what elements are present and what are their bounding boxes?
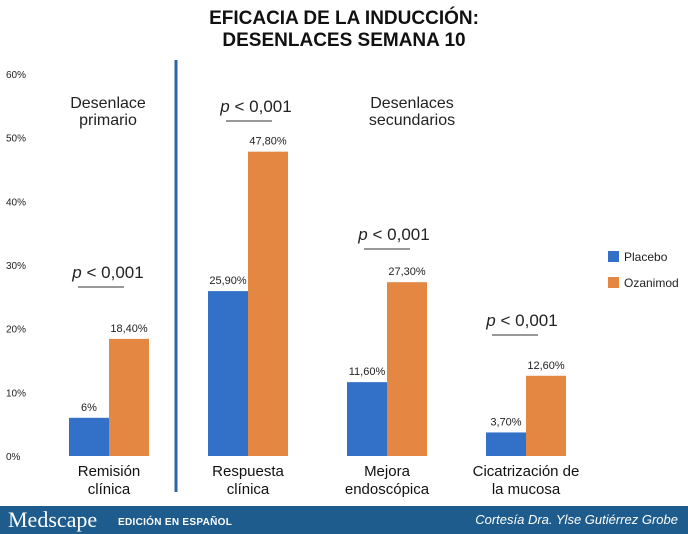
bar-placebo [208, 291, 248, 456]
data-label: 12,60% [527, 360, 565, 372]
data-label: 11,60% [349, 366, 386, 378]
y-tick-label: 40% [6, 197, 26, 208]
p-value-symbol: p [71, 263, 81, 282]
p-value-symbol: p [357, 225, 367, 244]
p-value-text: < 0,001 [496, 311, 558, 330]
bar-ozanimod [248, 151, 288, 456]
legend: Placebo Ozanimod [608, 250, 679, 290]
category-label: Respuesta [212, 463, 284, 480]
p-value-symbol: p [219, 97, 229, 116]
chart-title-line-1: EFICACIA DE LA INDUCCIÓN: [209, 7, 479, 29]
data-label: 27,30% [388, 266, 426, 278]
p-value-label: p < 0,001 [71, 263, 143, 282]
p-value-text: < 0,001 [230, 97, 292, 116]
legend-label-placebo: Placebo [624, 250, 668, 264]
bar-ozanimod [109, 338, 149, 456]
primary-annotation-line-2: primario [79, 112, 137, 129]
p-value-label: p < 0,001 [485, 311, 557, 330]
bar-placebo [347, 382, 387, 456]
chart-title-line-2: DESENLACES SEMANA 10 [222, 30, 465, 51]
y-tick-label: 10% [6, 388, 26, 399]
y-tick-label: 20% [6, 325, 26, 336]
p-value-text: < 0,001 [368, 225, 430, 244]
data-label: 6% [81, 402, 97, 414]
p-value-label: p < 0,001 [219, 97, 291, 116]
bar-placebo [69, 417, 109, 456]
y-tick-label: 0% [6, 452, 21, 463]
p-value-symbol: p [485, 311, 495, 330]
secondary-annotation-line-1: Desenlaces [370, 95, 454, 112]
y-tick-label: 30% [6, 261, 26, 272]
bar-ozanimod [387, 282, 427, 456]
category-label: Cicatrización de [473, 463, 580, 480]
footer-bar: Medscape EDICIÓN EN ESPAÑOL Cortesía Dra… [0, 506, 688, 534]
bar-placebo [486, 432, 526, 456]
data-label: 3,70% [490, 416, 521, 428]
category-label: clínica [227, 481, 270, 498]
legend-swatch-ozanimod [608, 277, 619, 288]
medscape-logo: Medscape [8, 507, 98, 532]
y-tick-label: 60% [6, 70, 26, 81]
category-label: clínica [88, 481, 131, 498]
courtesy-credit: Cortesía Dra. Ylse Gutiérrez Grobe [475, 512, 678, 527]
legend-label-ozanimod: Ozanimod [624, 276, 679, 290]
secondary-annotation-line-2: secundarios [369, 112, 455, 129]
p-value-label: p < 0,001 [357, 225, 429, 244]
category-label: la mucosa [492, 481, 561, 498]
p-value-text: < 0,001 [82, 263, 144, 282]
category-label: Mejora [364, 463, 411, 480]
data-label: 47,80% [249, 136, 287, 148]
category-label: endoscópica [345, 481, 430, 498]
bar-ozanimod [526, 375, 566, 456]
chart: EFICACIA DE LA INDUCCIÓN: DESENLACES SEM… [6, 7, 679, 498]
category-label: Remisión [78, 463, 141, 480]
y-tick-label: 50% [6, 134, 26, 145]
data-label: 25,90% [209, 275, 247, 287]
data-label: 18,40% [110, 323, 148, 335]
primary-annotation-line-1: Desenlace [70, 95, 146, 112]
legend-swatch-placebo [608, 251, 619, 262]
edition-label: EDICIÓN EN ESPAÑOL [118, 517, 233, 528]
